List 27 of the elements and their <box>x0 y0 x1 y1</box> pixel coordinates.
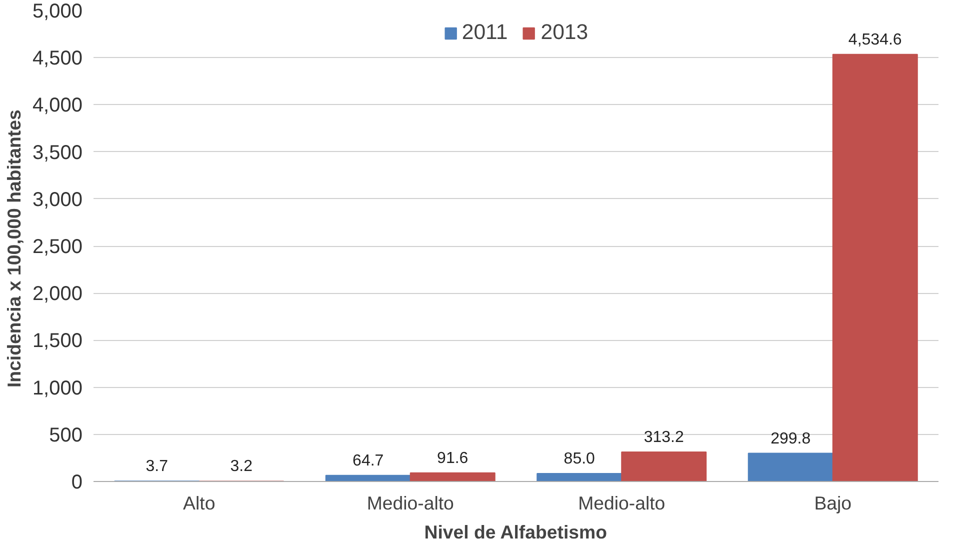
y-tick-label: 4,000 <box>32 94 83 117</box>
data-label: 3.2 <box>230 458 253 476</box>
y-tick-label: 500 <box>49 424 83 446</box>
data-label: 64.7 <box>352 452 384 470</box>
y-tick-label: 0 <box>71 472 82 494</box>
data-label: 4,534.6 <box>848 31 902 48</box>
data-label: 91.6 <box>437 450 468 467</box>
data-label: 3.7 <box>146 458 168 476</box>
legend-label: 2011 <box>462 20 508 45</box>
x-tick-label: Medio-alto <box>578 492 666 514</box>
y-tick-label: 3,500 <box>32 142 83 164</box>
data-label: 299.8 <box>770 430 811 448</box>
y-tick-label: 4,500 <box>32 48 83 70</box>
y-tick-label: 2,500 <box>32 236 83 258</box>
x-axis-title: Nivel de Alfabetismo <box>424 522 608 542</box>
legend-label: 2013 <box>540 20 588 45</box>
y-tick-label: 1,500 <box>32 330 83 352</box>
y-tick-label: 2,000 <box>32 283 83 306</box>
x-tick-label: Alto <box>183 492 216 514</box>
y-tick-label: 5,000 <box>32 0 83 22</box>
x-tick-label: Medio-alto <box>366 492 454 514</box>
x-tick-label: Bajo <box>814 492 852 514</box>
data-label: 313.2 <box>644 428 684 446</box>
data-label: 85.0 <box>564 450 596 468</box>
y-axis-title: Incidencia x 100,000 habitantes <box>3 110 24 388</box>
y-tick-label: 1,000 <box>32 377 83 400</box>
y-tick-label: 3,000 <box>32 188 83 211</box>
